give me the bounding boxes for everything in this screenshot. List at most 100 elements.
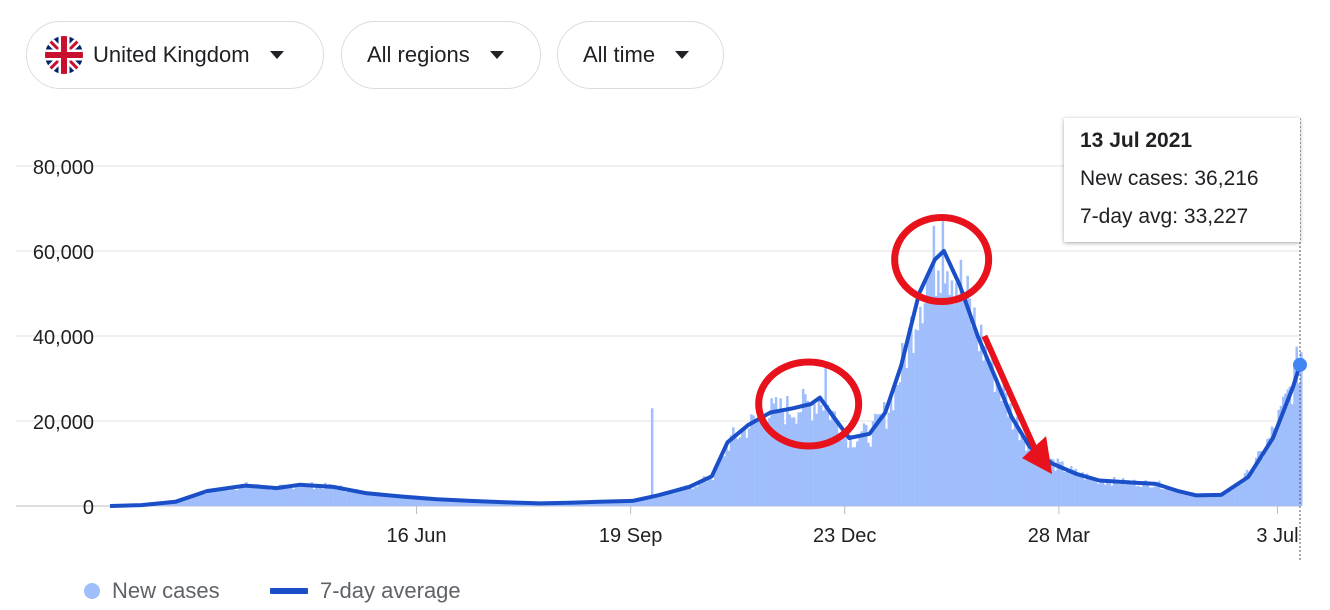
new-cases-bar (1047, 461, 1051, 506)
new-cases-bar (856, 441, 859, 506)
new-cases-bar (880, 416, 884, 506)
new-cases-bar (612, 501, 616, 506)
new-cases-bar (251, 486, 255, 506)
new-cases-bar (925, 279, 929, 506)
new-cases-bar (644, 499, 647, 506)
new-cases-bar (441, 499, 444, 506)
new-cases-bar (716, 464, 719, 506)
new-cases-bar (1209, 496, 1213, 506)
new-cases-bar (594, 502, 598, 506)
new-cases-bar (1025, 451, 1028, 506)
new-cases-bar (240, 484, 244, 506)
new-cases-bar (1124, 484, 1127, 506)
new-cases-bar (1218, 492, 1222, 506)
legend-item-new-cases[interactable]: New cases (84, 578, 220, 604)
new-cases-bar (905, 368, 909, 506)
legend-item-average[interactable]: 7-day average (270, 578, 461, 604)
new-cases-bar (342, 490, 345, 506)
new-cases-bar (1000, 400, 1003, 506)
new-cases-bar (242, 484, 246, 506)
new-cases-bar (932, 225, 936, 507)
new-cases-bar (691, 488, 694, 506)
new-cases-bar (1207, 497, 1211, 506)
new-cases-bar (1031, 451, 1035, 506)
new-cases-bar (1137, 485, 1141, 506)
tooltip-new-cases: New cases: 36,216 (1080, 167, 1259, 190)
new-cases-bar (639, 500, 643, 506)
new-cases-bar (1290, 404, 1294, 506)
new-cases-bar (817, 399, 821, 506)
new-cases-bar (1270, 426, 1274, 506)
new-cases-bar (436, 498, 440, 506)
new-cases-bar (1300, 352, 1303, 506)
new-cases-bar (630, 500, 634, 506)
new-cases-bar (303, 483, 307, 506)
new-cases-bar (849, 435, 852, 506)
new-cases-bar (617, 501, 620, 506)
x-tick-label: 16 Jun (386, 525, 446, 547)
new-cases-bar (761, 421, 764, 506)
new-cases-bar (1020, 434, 1024, 506)
new-cases-bar (846, 447, 850, 506)
new-cases-bar (874, 413, 877, 506)
y-tick-label: 80,000 (33, 157, 94, 179)
new-cases-bar (1036, 451, 1039, 506)
new-cases-bar (587, 502, 591, 506)
new-cases-bar (662, 495, 665, 506)
new-cases-bar (1072, 469, 1075, 506)
new-cases-bar (1259, 450, 1262, 506)
new-cases-bar (1022, 440, 1026, 506)
new-cases-bar (682, 489, 685, 506)
new-cases-bar (1090, 477, 1093, 506)
new-cases-bar (668, 491, 672, 506)
new-cases-bar (1007, 416, 1010, 506)
new-cases-bar (425, 498, 429, 506)
new-cases-bar (175, 501, 178, 506)
new-cases-bar (366, 495, 370, 506)
new-cases-bar (1067, 471, 1071, 506)
new-cases-bar (1162, 489, 1166, 506)
new-cases-bar (889, 394, 893, 506)
new-cases-bar (934, 295, 938, 506)
new-cases-bar (477, 500, 480, 506)
country-selector[interactable]: United Kingdom (26, 21, 324, 89)
new-cases-bar (986, 360, 990, 506)
new-cases-bar (186, 498, 190, 506)
new-cases-bar (1128, 481, 1132, 506)
time-range-selector[interactable]: All time (557, 21, 724, 89)
new-cases-bar (599, 502, 602, 506)
new-cases-bar (457, 501, 460, 506)
new-cases-bar (964, 296, 967, 506)
new-cases-bar (903, 351, 906, 506)
new-cases-bar (324, 482, 327, 506)
new-cases-bar (1205, 496, 1208, 506)
new-cases-bar (628, 501, 631, 506)
new-cases-bar (1058, 462, 1062, 506)
new-cases-bar (1164, 488, 1168, 506)
new-cases-bar (621, 501, 625, 506)
new-cases-bar (1117, 483, 1120, 506)
new-cases-bar (373, 492, 377, 506)
new-cases-bar (348, 488, 352, 506)
new-cases-bar (337, 485, 341, 506)
new-cases-bar (357, 492, 361, 506)
new-cases-bar (1187, 492, 1190, 506)
new-cases-bar (977, 351, 981, 506)
region-selector[interactable]: All regions (341, 21, 541, 89)
new-cases-bar (1254, 457, 1258, 506)
new-cases-bar (799, 412, 803, 506)
new-cases-bar (973, 307, 976, 506)
legend-dot-icon (84, 583, 100, 599)
new-cases-bar (635, 500, 638, 506)
new-cases-bar (601, 501, 604, 506)
new-cases-bar (1034, 459, 1037, 506)
new-cases-bar (1252, 468, 1256, 506)
new-cases-bar (1151, 487, 1154, 506)
new-cases-bar (416, 497, 420, 506)
new-cases-bar (1121, 478, 1125, 506)
new-cases-bar (346, 491, 350, 506)
new-cases-bar (1088, 476, 1091, 506)
new-cases-bar (673, 492, 676, 506)
new-cases-bar (659, 494, 663, 506)
